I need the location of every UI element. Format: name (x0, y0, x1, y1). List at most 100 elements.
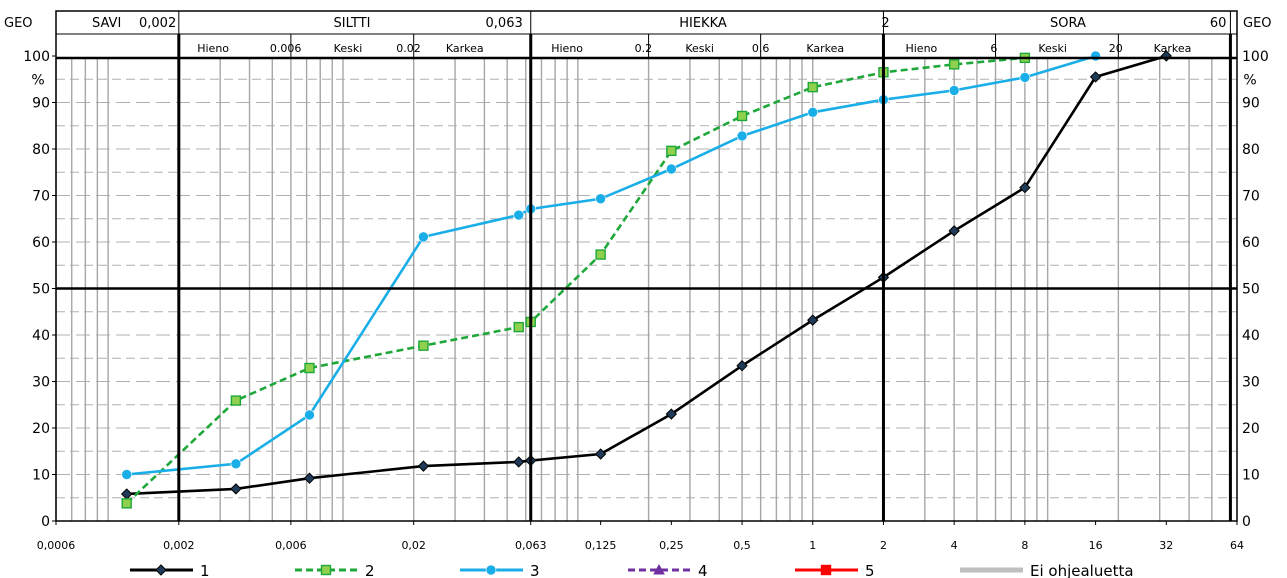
class-name: SILTTI (333, 16, 370, 31)
y-tick-label-right: 10 (1242, 468, 1260, 484)
series-2-point (948, 59, 960, 70)
series-3-point (807, 106, 819, 118)
y-tick-label-right: 0 (1242, 514, 1251, 530)
subclass-label: Hieno (905, 42, 937, 55)
subclass-label: Keski (685, 42, 714, 55)
series-2-point (736, 110, 748, 122)
y-tick-label-right: 90 (1242, 96, 1260, 112)
y-tick-label-left: 90 (32, 96, 50, 112)
y-tick-label-left: 70 (32, 189, 50, 205)
y-tick-label-right: 80 (1242, 142, 1260, 158)
subclass-label: Keski (334, 42, 363, 55)
series-1-point (665, 408, 678, 420)
x-tick-label: 16 (1089, 539, 1103, 552)
x-tick-label: 32 (1159, 539, 1173, 552)
chart-header: GEO GEO SAVI 0,002 SILTTI 0,063 HIEKKA 2 SORA 60 H… (4, 16, 1272, 55)
plot-border (55, 10, 1238, 522)
series-1-point (230, 483, 242, 495)
y-tick-label-right: 50 (1242, 282, 1260, 298)
subclass-label: 0.2 (635, 42, 653, 55)
series-3-point (1090, 50, 1101, 62)
subclass-label: Hieno (551, 42, 583, 55)
y-tick-label-left: 80 (32, 142, 50, 158)
subclass-label: Karkea (1154, 42, 1192, 55)
legend-label-5: 5 (865, 562, 875, 578)
class-boundary: 0,063 (486, 16, 523, 31)
series-1-point (1019, 181, 1031, 194)
y-tick-label-left: 20 (32, 421, 50, 437)
chart-legend: 1 2 3 4 5 Ei ohjealuetta (130, 562, 1134, 578)
y-tick-label-right: 60 (1242, 235, 1260, 251)
series-2-point (666, 145, 677, 157)
chart-series (120, 50, 1173, 509)
x-tick-label: 2 (880, 539, 887, 552)
subclass-label: Karkea (806, 42, 844, 55)
series-3-point (595, 193, 606, 205)
subclass-label: 6 (990, 42, 997, 55)
y-tick-label-left: 60 (32, 235, 50, 251)
series-3-point (948, 85, 960, 96)
series-2-point (304, 362, 315, 374)
series-1-point (513, 456, 525, 468)
series-2-point (121, 498, 132, 509)
subclass-label: 0.02 (396, 42, 421, 55)
class-name: SAVI (92, 16, 121, 31)
x-tick-label: 8 (1021, 539, 1028, 552)
series-3-point (736, 130, 748, 142)
legend-marker-3 (485, 564, 497, 576)
series-1-point (1089, 71, 1102, 83)
series-3-point (230, 458, 242, 470)
subclass-label: Keski (1038, 42, 1067, 55)
x-tick-label: 0,5 (733, 539, 751, 552)
subclass-label: 20 (1109, 42, 1123, 55)
y-unit-right: % (1243, 72, 1256, 88)
y-tick-label-right: 70 (1242, 189, 1260, 205)
series-2-point (807, 81, 818, 93)
series-1-point (417, 460, 430, 472)
series-3-point (666, 163, 677, 175)
x-tick-label: 0,002 (163, 539, 195, 552)
y-tick-label-right: 30 (1242, 375, 1260, 391)
geo-label-left: GEO (4, 16, 33, 31)
series-3-point (304, 409, 315, 421)
y-tick-label-left: 40 (32, 328, 50, 344)
series-3-point (121, 469, 133, 480)
class-name: HIEKKA (679, 16, 727, 31)
y-tick-label-left: 30 (32, 375, 50, 391)
y-tick-label-left: 10 (32, 468, 50, 484)
class-boundary: 60 (1210, 16, 1227, 31)
subclass-label: 0.006 (270, 42, 302, 55)
class-boundary: 0,002 (139, 16, 176, 31)
x-tick-label: 0,02 (401, 539, 426, 552)
x-tick-label: 64 (1230, 539, 1244, 552)
y-tick-label-right: 40 (1242, 328, 1260, 344)
series-3-line (126, 54, 1096, 476)
x-tick-label: 4 (951, 539, 958, 552)
class-boundary: 2 (881, 16, 889, 31)
x-tick-label: 0,006 (275, 539, 307, 552)
x-tick-label: 0,0006 (37, 539, 76, 552)
legend-marker-1 (155, 564, 167, 576)
series-1-point (807, 314, 819, 326)
legend-marker-2 (320, 564, 332, 576)
series-1-point (736, 359, 748, 372)
series-3-point (1019, 72, 1031, 83)
legend-label-3: 3 (530, 562, 540, 578)
legend-marker-4 (653, 563, 665, 575)
legend-label-1: 1 (200, 562, 210, 578)
subclass-label: Karkea (446, 42, 484, 55)
series-1-point (948, 225, 960, 237)
series-1-point (303, 472, 316, 484)
series-2-line (125, 56, 1026, 505)
subclass-label: Hieno (197, 42, 229, 55)
series-2-point (230, 395, 242, 406)
y-tick-label-right: 20 (1242, 421, 1260, 437)
chart-frame (55, 10, 1238, 522)
legend-label-no-guide: Ei ohjealuetta (1030, 562, 1134, 578)
subclass-label: 0.6 (752, 42, 770, 55)
legend-label-2: 2 (365, 562, 375, 578)
x-tick-label: 0,125 (585, 539, 617, 552)
x-tick-label: 1 (809, 539, 816, 552)
legend-marker-5 (820, 564, 832, 576)
